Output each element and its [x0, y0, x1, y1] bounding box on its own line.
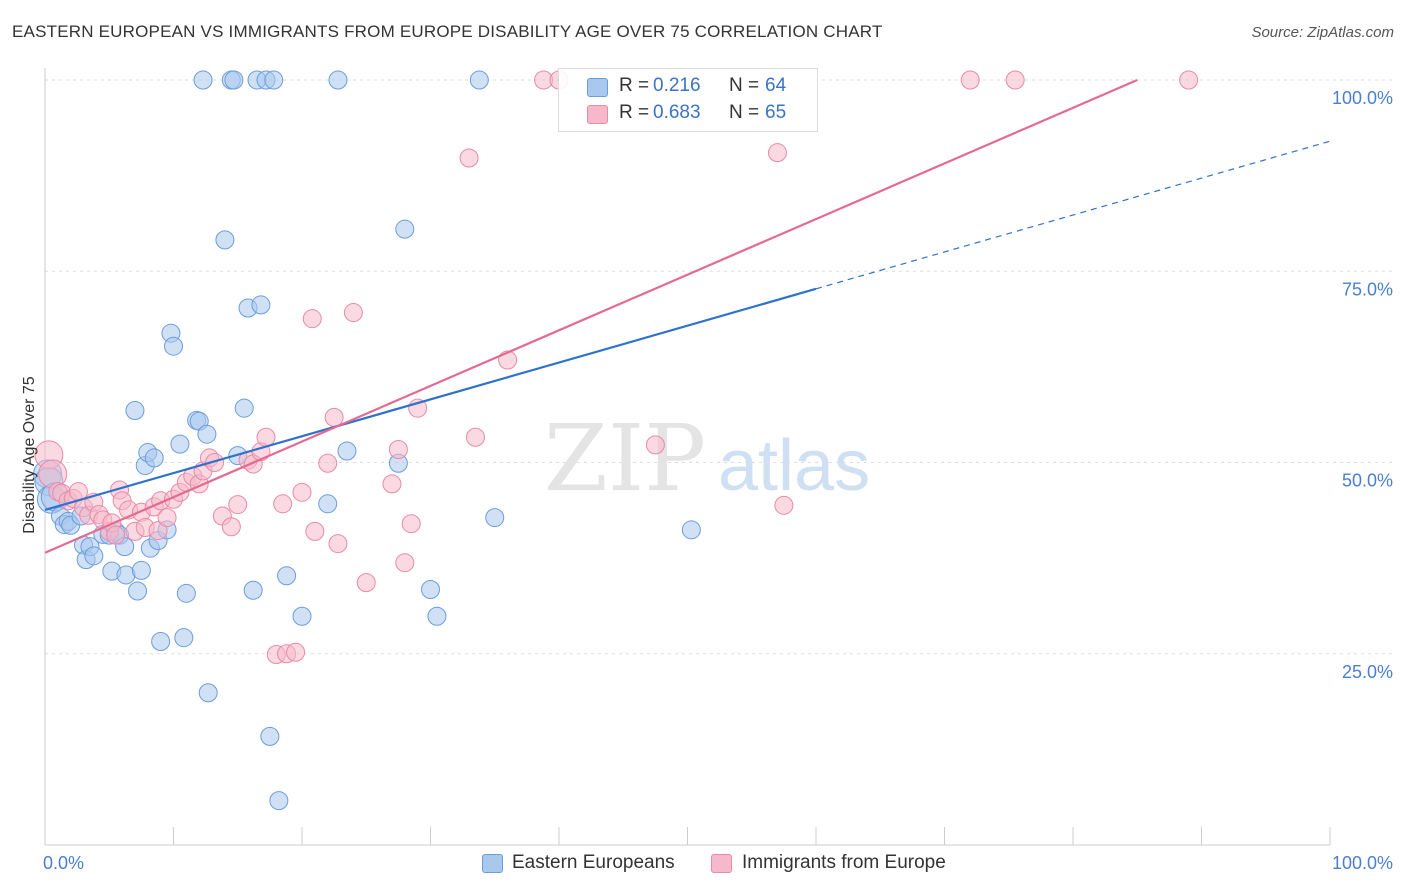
data-point — [645, 435, 665, 455]
data-point — [234, 398, 254, 418]
data-point — [292, 606, 312, 626]
data-point — [337, 441, 357, 461]
data-point — [205, 453, 225, 472]
trend-line — [44, 287, 817, 511]
data-point — [485, 508, 505, 528]
data-point — [286, 642, 306, 662]
chart-title: EASTERN EUROPEAN VS IMMIGRANTS FROM EURO… — [12, 22, 883, 41]
data-point — [251, 295, 271, 315]
data-point — [960, 70, 980, 90]
data-point — [318, 494, 338, 514]
data-point — [269, 791, 289, 811]
y-tick-label: 50.0% — [1342, 471, 1393, 491]
data-point — [302, 309, 322, 329]
series-immigrants-from-europe — [34, 70, 1199, 665]
data-point — [174, 628, 194, 648]
legend-n-value: 64 — [765, 75, 787, 96]
tick-labels: 25.0% 50.0% 75.0% 100.0% 0.0% 100.0% — [43, 88, 1393, 873]
data-point — [277, 566, 297, 586]
x-tick-label: 100.0% — [1332, 853, 1393, 873]
data-point — [382, 474, 402, 494]
data-point — [395, 219, 415, 239]
data-point — [318, 453, 338, 473]
legend-label-immigrants-from-europe: Immigrants from Europe — [742, 852, 946, 873]
y-tick-label: 100.0% — [1332, 88, 1393, 108]
data-point — [292, 482, 312, 502]
data-point — [305, 521, 325, 541]
data-point — [197, 424, 217, 444]
data-point — [421, 579, 440, 599]
data-point — [388, 439, 408, 459]
legend-r-value: 0.683 — [653, 102, 701, 123]
data-point — [264, 70, 284, 90]
data-point — [324, 407, 344, 427]
legend-n-value: 65 — [765, 102, 787, 123]
y-axis-label: Disability Age Over 75 — [21, 376, 38, 534]
y-tick-label: 75.0% — [1342, 279, 1393, 299]
data-point — [164, 336, 183, 356]
data-point — [151, 632, 171, 652]
data-point — [243, 580, 263, 600]
data-point — [260, 726, 280, 746]
data-point — [273, 494, 293, 514]
legend-n-label: N = — [729, 102, 760, 123]
data-point — [343, 303, 363, 323]
data-point — [681, 520, 701, 540]
series-legend: Eastern Europeans Immigrants from Europe — [480, 852, 1000, 876]
legend-r-label: R = — [619, 75, 650, 96]
trend-lines — [44, 78, 1331, 554]
data-point — [256, 427, 276, 447]
data-point — [221, 517, 241, 537]
data-point — [767, 143, 787, 163]
data-point — [328, 70, 348, 90]
data-point — [148, 521, 168, 541]
legend-swatch-blue — [587, 78, 608, 97]
data-point — [774, 495, 794, 515]
legend-n-label: N = — [729, 75, 760, 96]
trend-line — [44, 78, 1138, 554]
correlation-legend: R = 0.216 N = 64 R = 0.683 N = 65 — [558, 68, 818, 132]
data-point — [401, 514, 421, 534]
data-point — [1179, 70, 1199, 90]
data-point — [1005, 70, 1025, 90]
legend-swatch-eastern-europeans — [482, 854, 503, 873]
legend-swatch-pink — [587, 105, 608, 124]
data-point — [157, 508, 177, 528]
data-point — [395, 553, 415, 573]
data-point — [128, 581, 148, 601]
watermark-zip: ZIP — [544, 405, 706, 512]
data-point — [469, 70, 489, 90]
legend-label-eastern-europeans: Eastern Europeans — [512, 852, 675, 873]
data-point — [144, 448, 164, 468]
legend-r-value: 0.216 — [653, 75, 701, 96]
grid-lines — [45, 79, 1393, 655]
data-point — [84, 546, 104, 566]
data-point — [356, 573, 376, 593]
data-point — [131, 560, 151, 580]
data-point — [106, 525, 126, 545]
data-point — [427, 606, 447, 626]
watermark-atlas: atlas — [718, 426, 870, 506]
x-tick-label: 0.0% — [43, 853, 84, 873]
data-point — [465, 427, 485, 447]
data-point — [176, 583, 196, 603]
data-point — [459, 148, 479, 168]
legend-r-label: R = — [619, 102, 650, 123]
watermark: ZIP atlas — [544, 405, 870, 512]
data-point — [198, 683, 218, 703]
data-point — [328, 534, 348, 554]
source-label: Source: ZipAtlas.com — [1251, 24, 1394, 41]
data-point — [215, 230, 235, 250]
data-point — [193, 70, 213, 90]
trend-line-extension — [815, 140, 1331, 290]
data-point — [224, 70, 244, 90]
data-point — [170, 434, 190, 454]
legend-swatch-immigrants-from-europe — [711, 854, 732, 873]
y-tick-label: 25.0% — [1342, 662, 1393, 682]
data-point — [228, 495, 248, 515]
data-point — [125, 400, 145, 420]
